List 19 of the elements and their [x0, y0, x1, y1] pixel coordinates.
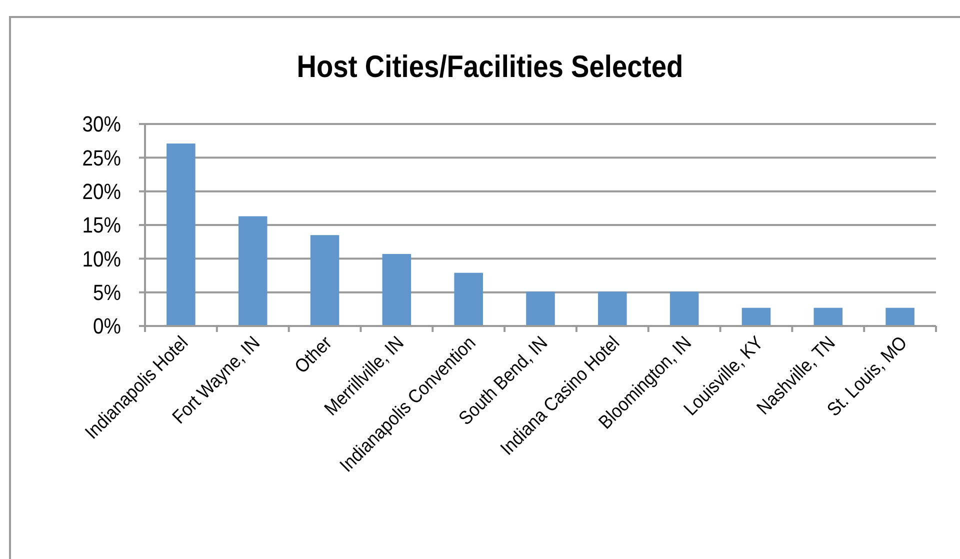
y-tick-label: 5% [93, 280, 121, 306]
bar [598, 292, 627, 326]
bar [670, 292, 699, 326]
bar [166, 144, 196, 326]
y-tick-label: 25% [82, 146, 121, 171]
y-tick-label: 15% [82, 214, 121, 238]
bar [238, 216, 268, 326]
bar [742, 308, 771, 326]
bar [526, 292, 555, 326]
y-tick-label: 30% [82, 112, 121, 138]
y-tick-label: 20% [82, 180, 121, 204]
bar [382, 254, 412, 326]
bar [814, 308, 843, 326]
y-tick-label: 0% [93, 314, 121, 340]
chart-title: Host Cities/Facilities Selected [296, 50, 684, 84]
bar [886, 308, 914, 326]
bar [454, 272, 483, 326]
bar [310, 235, 340, 326]
y-tick-label: 10% [82, 247, 121, 272]
